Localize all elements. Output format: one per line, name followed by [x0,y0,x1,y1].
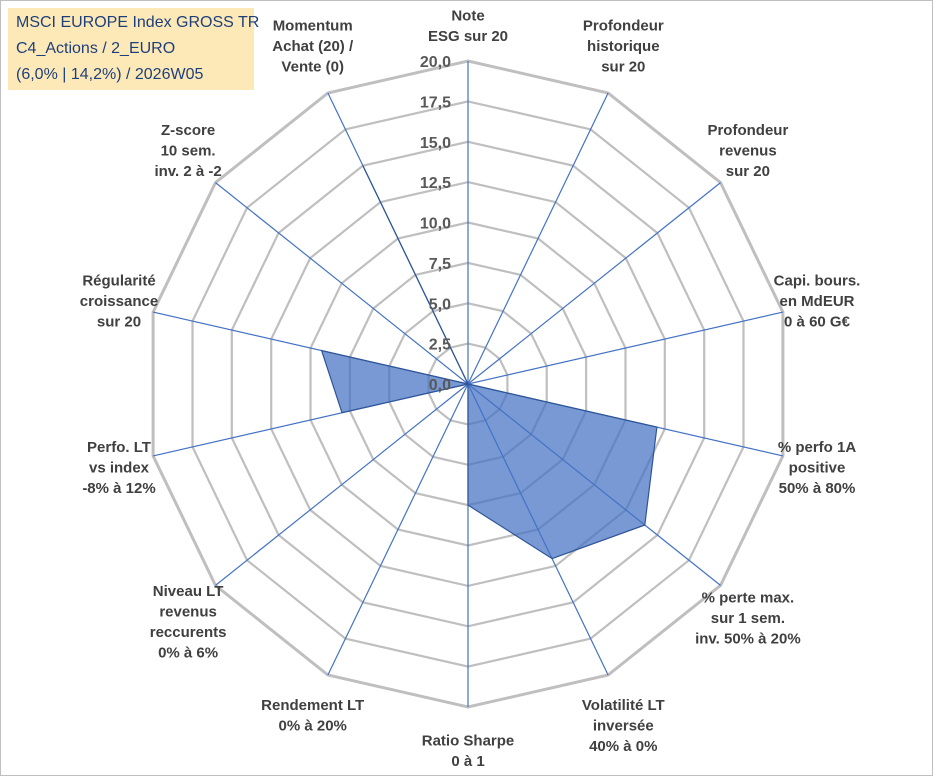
radar-data-point [361,164,364,167]
radar-spoke [327,383,469,676]
radar-axis-label-line: 10 sem. [161,142,216,159]
radar-axis-label: Momentum Achat (20) / Vente (0) [272,18,354,76]
chart-title-line-3: (6,0% | 14,2%) / 2026W05 [16,66,204,83]
chart-title-line-1: MSCI EUROPE Index GROSS TR [16,14,260,31]
radar-data-point [320,349,323,352]
radar-axis-label-line: 0% à 20% [279,718,347,735]
radar-axis-label-line: Profondeur [707,122,788,139]
radar-axis-label-line: reccurents [150,624,227,641]
radar-axis-label-line: 0 à 60 G€ [784,313,851,330]
radar-axis-label-line: Capi. bours. [774,272,861,289]
radar-tick-label: 2,5 [429,337,451,354]
chart-title-box: MSCI EUROPE Index GROSS TR C4_Actions / … [8,8,260,90]
radar-tick-label: 10,0 [420,216,451,233]
radar-tick-label: 17,5 [420,94,451,111]
radar-axis-label-line: sur 1 sem. [711,610,785,627]
radar-axis-label: Profondeur historique sur 20 [583,18,664,76]
radar-axis-label-line: revenus [719,142,777,159]
radar-axis-label: % perte max. sur 1 sem. inv. 50% à 20% [695,590,801,648]
radar-axis-label: Régularité croissance sur 20 [80,272,158,330]
radar-spoke [467,182,721,385]
radar-axis-label-line: Perfo. LT [87,439,151,456]
radar-axis-label-line: sur 20 [97,313,141,330]
radar-axis-label-line: inv. 2 à -2 [154,163,221,180]
radar-axis-label: Capi. bours. en MdEUR 0 à 60 G€ [774,272,861,330]
radar-data-point [341,411,344,414]
radar-data-point [655,426,658,429]
radar-axis-label-line: % perfo 1A [778,439,857,456]
radar-axis-label-line: Rendement LT [261,697,364,714]
radar-spoke [467,92,609,385]
radar-axis-label: % perfo 1A positive 50% à 80% [778,439,857,497]
radar-tick-label: 20,0 [420,54,451,71]
radar-axis-label-line: Niveau LT [153,583,224,600]
radar-axis-label-line: Régularité [82,272,155,289]
radar-axis-label-line: positive [789,460,846,477]
radar-tick-label: 0,0 [429,377,451,394]
radar-data-point [643,524,646,527]
radar-axis-label-line: 40% à 0% [589,738,657,755]
radar-axis-label-line: Ratio Sharpe [422,733,515,750]
radar-data-point [551,557,554,560]
radar-axis-label-line: sur 20 [726,163,770,180]
radar-axis-label-line: Momentum [273,18,353,35]
radar-axis-label-line: sur 20 [601,59,645,76]
radar-data-point [467,383,470,386]
radar-axis-label-line: Achat (20) / [272,38,354,55]
radar-axis-label-line: inversée [593,718,654,735]
radar-axis-label-line: Vente (0) [281,59,344,76]
radar-axis-label-line: en MdEUR [780,293,855,310]
radar-axis-label: Volatilité LT inversée 40% à 0% [582,697,665,755]
radar-tick-label: 7,5 [429,256,451,273]
radar-axis-label-line: Z-score [161,122,215,139]
radar-tick-label: 5,0 [429,296,451,313]
radar-axis-label-line: vs index [89,460,150,477]
radar-axis-label-line: Volatilité LT [582,697,665,714]
radar-axis-label: Note ESG sur 20 [428,8,508,46]
radar-tick-label: 15,0 [420,135,451,152]
radar-axis-label: Ratio Sharpe 0 à 1 [422,733,515,771]
radar-axis-label-line: % perte max. [702,590,795,607]
radar-axis-label-line: -8% à 12% [82,480,155,497]
radar-tick-labels: 0,0 2,5 5,0 7,5 10,0 12,5 15,0 17,5 20,0 [420,54,451,394]
radar-axis-label-line: inv. 50% à 20% [695,631,801,648]
radar-axis-label: Niveau LT revenus reccurents 0% à 6% [150,583,227,662]
radar-axis-label-line: 50% à 80% [779,480,856,497]
radar-spoke [467,311,784,385]
radar-axis-label-line: ESG sur 20 [428,28,508,45]
radar-axis-label: Rendement LT 0% à 20% [261,697,364,735]
radar-axis-label-line: 0% à 6% [158,645,218,662]
radar-axis-label-line: revenus [159,604,217,621]
radar-axis-label-line: croissance [80,293,158,310]
radar-axis-labels: Note ESG sur 20 Profondeur historique sur 20… [80,8,861,771]
chart-title-line-2: C4_Actions / 2_EURO [16,40,176,57]
radar-axis-label: Perfo. LT vs index -8% à 12% [82,439,155,497]
radar-axis-label: Z-score 10 sem. inv. 2 à -2 [154,122,221,180]
radar-axis-label-line: Profondeur [583,18,664,35]
radar-axis-label: Profondeur revenus sur 20 [707,122,788,180]
radar-spoke [215,182,469,385]
radar-tick-label: 12,5 [420,175,451,192]
radar-data-point [467,504,470,507]
radar-axis-label-line: Note [451,8,484,25]
radar-spoke [215,383,469,586]
radar-axis-label-line: historique [587,38,660,55]
radar-series-area [320,165,658,560]
radar-axis-label-line: 0 à 1 [451,753,484,770]
